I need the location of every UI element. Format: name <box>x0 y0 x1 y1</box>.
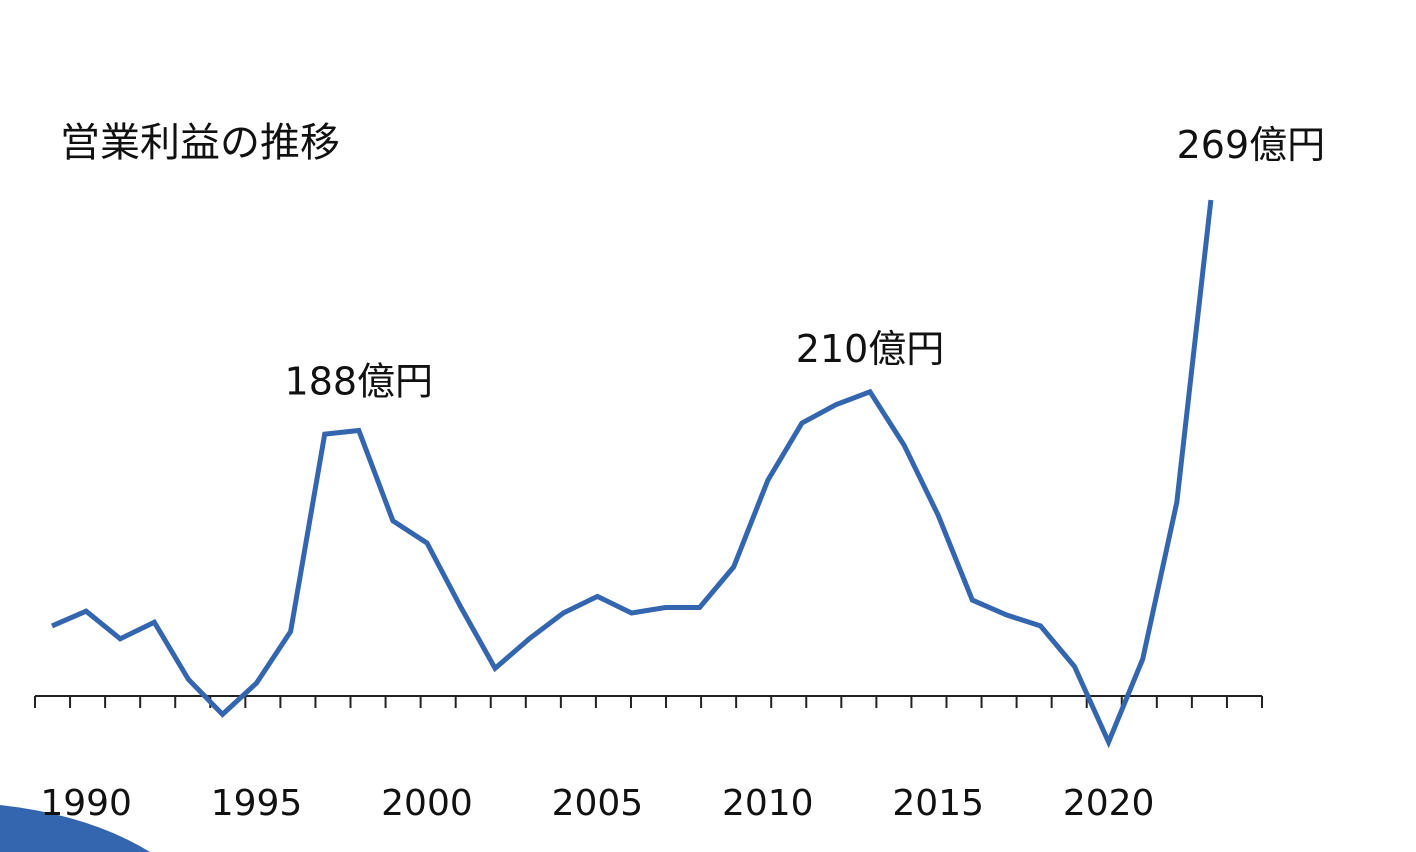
data-label: 210億円 <box>796 327 945 371</box>
x-tick-label: 2005 <box>552 783 644 824</box>
x-tick-label: 1990 <box>40 783 132 824</box>
series-line <box>51 199 1214 749</box>
x-tick-label: 2015 <box>892 783 984 824</box>
data-label: 188億円 <box>285 359 434 403</box>
x-tick-label: 2020 <box>1063 783 1155 824</box>
plot-area <box>51 199 1214 749</box>
x-tick-label: 1995 <box>211 783 303 824</box>
x-tick-label: 2000 <box>381 783 473 824</box>
data-label: 269億円 <box>1177 123 1326 167</box>
corner-decoration <box>0 805 150 852</box>
x-tick-label: 2010 <box>722 783 814 824</box>
chart-title: 営業利益の推移 <box>60 120 340 166</box>
annotations: 188億円 210億円 269億円 <box>285 123 1326 403</box>
x-axis: 1990 1995 2000 2005 2010 2015 2020 <box>34 695 1263 824</box>
